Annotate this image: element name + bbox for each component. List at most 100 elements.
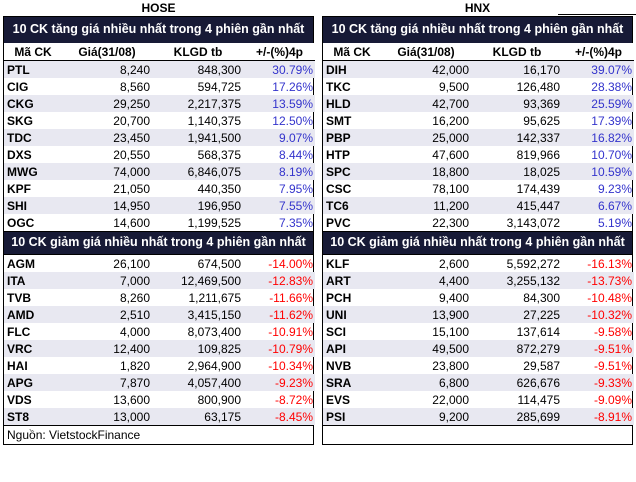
avg-volume: 285,699 [471, 408, 563, 425]
stock-row: TC6 11,200 415,447 6.67% [323, 197, 634, 214]
stock-row: HTP 47,600 819,966 10.70% [323, 146, 634, 163]
pct-change: 10.59% [563, 163, 634, 180]
stock-code: ART [323, 272, 381, 289]
stock-code: SPC [323, 163, 381, 180]
pct-change: 8.44% [278, 147, 313, 162]
stock-row: SHI 14,950 196,950 7.55% [4, 197, 315, 214]
pct-change: 17.26% [272, 79, 313, 94]
stock-code: PVC [326, 215, 351, 230]
stock-row: MWG 74,000 6,846,075 8.19% [4, 163, 315, 180]
column-header-row: Mã CK Giá(31/08) KLGD tb +/-(%)4p [4, 43, 315, 61]
stock-code: PSI [323, 408, 381, 425]
price: 20,700 [113, 113, 150, 128]
price: 8,240 [62, 60, 152, 78]
avg-volume: 8,073,400 [187, 324, 241, 339]
stock-code: CSC [326, 181, 352, 196]
price: 4,400 [381, 272, 471, 289]
stock-row: CIG 8,560 594,725 17.26% [4, 78, 315, 95]
pct-change: 5.19% [597, 215, 632, 230]
pct-change: 6.67% [563, 197, 634, 214]
hnx-losers-title: 10 CK giảm giá nhiều nhất trong 4 phiên … [323, 231, 632, 255]
pct-change: 25.59% [563, 95, 634, 112]
price: 15,100 [432, 324, 469, 339]
col-header-change: +/-(%)4p [244, 43, 315, 61]
stock-code: ITA [4, 272, 62, 289]
stock-row: PBP 25,000 142,337 16.82% [323, 129, 634, 146]
stock-row: PCH 9,400 84,300 -10.48% [323, 289, 634, 306]
col-header-ticker: Mã CK [323, 43, 381, 61]
pct-change: 39.07% [563, 60, 634, 78]
pct-change: -10.48% [587, 290, 632, 305]
pct-change: -10.91% [268, 324, 313, 339]
stock-row: DIH 42,000 16,170 39.07% [323, 60, 634, 78]
pct-change: -10.32% [563, 306, 634, 323]
avg-volume: 626,676 [471, 374, 563, 391]
avg-volume: 3,255,132 [471, 272, 563, 289]
price: 9,400 [438, 290, 469, 305]
avg-volume: 2,964,900 [187, 358, 241, 373]
price: 16,200 [432, 113, 469, 128]
avg-volume: 196,950 [152, 197, 244, 214]
price: 22,000 [432, 392, 469, 407]
price: 21,050 [113, 181, 150, 196]
stock-row: TVB 8,260 1,211,675 -11.66% [4, 289, 315, 306]
col-header-volume: KLGD tb [152, 43, 244, 61]
price: 9,500 [438, 79, 469, 94]
stock-row: APG 7,870 4,057,400 -9.23% [4, 374, 315, 391]
pct-change: -11.66% [269, 290, 313, 305]
avg-volume: 126,480 [516, 79, 560, 94]
stock-code: ST8 [4, 408, 62, 425]
source-note-empty [323, 425, 632, 444]
avg-volume: 63,175 [152, 408, 244, 425]
price: 20,550 [113, 147, 150, 162]
pct-change: -10.34% [268, 358, 313, 373]
price: 12,400 [62, 340, 152, 357]
stock-row: SMT 16,200 95,625 17.39% [323, 112, 634, 129]
avg-volume: 109,825 [152, 340, 244, 357]
stock-code: AMD [4, 306, 62, 323]
stock-code: FLC [7, 324, 31, 339]
hose-table: 10 CK tăng giá nhiều nhất trong 4 phiên … [3, 16, 315, 445]
price: 13,900 [381, 306, 471, 323]
avg-volume: 16,170 [471, 60, 563, 78]
hose-losers-title: 10 CK giảm giá nhiều nhất trong 4 phiên … [4, 231, 313, 255]
avg-volume: 1,211,675 [188, 290, 242, 305]
price: 25,000 [381, 129, 471, 146]
avg-volume: 174,439 [516, 181, 560, 196]
pct-change: 12.50% [272, 113, 313, 128]
pct-change: 7.95% [278, 181, 313, 196]
price: 23,800 [432, 358, 469, 373]
pct-change: -8.72% [274, 392, 313, 407]
stock-code: MWG [4, 163, 62, 180]
stock-row: NVB 23,800 29,587 -9.51% [323, 357, 634, 374]
hose-gainers-title: 10 CK tăng giá nhiều nhất trong 4 phiên … [4, 17, 313, 43]
price: 14,950 [62, 197, 152, 214]
price: 6,800 [381, 374, 471, 391]
price: 11,200 [381, 197, 471, 214]
stock-code: HTP [326, 147, 350, 162]
stock-code: DXS [7, 147, 32, 162]
pct-change: 10.70% [591, 147, 632, 162]
stock-row: AMD 2,510 3,415,150 -11.62% [4, 306, 315, 323]
exchange-label-hose: HOSE [141, 1, 176, 15]
stock-code: AGM [7, 256, 35, 271]
hnx-gainers-title: 10 CK tăng giá nhiều nhất trong 4 phiên … [323, 17, 632, 43]
hose-losers-table: AGM 26,100 674,500 -14.00% ITA 7,000 12,469,50… [4, 255, 315, 425]
stock-code: SCI [326, 324, 347, 339]
stock-row: HAI 1,820 2,964,900 -10.34% [4, 357, 315, 374]
avg-volume: 819,966 [516, 147, 560, 162]
price: 29,250 [62, 95, 152, 112]
price: 18,800 [381, 163, 471, 180]
pct-change: -9.09% [593, 392, 632, 407]
pct-change: -11.62% [244, 306, 315, 323]
avg-volume: 568,375 [197, 147, 241, 162]
price: 13,600 [113, 392, 150, 407]
avg-volume: 674,500 [197, 256, 241, 271]
pct-change: 16.82% [563, 129, 634, 146]
pct-change: -9.51% [593, 358, 632, 373]
stock-code: HAI [7, 358, 28, 373]
col-header-change: +/-(%)4p [563, 43, 634, 61]
stock-row: SKG 20,700 1,140,375 12.50% [4, 112, 315, 129]
pct-change: -16.13% [587, 256, 632, 271]
avg-volume: 5,592,272 [506, 256, 560, 271]
